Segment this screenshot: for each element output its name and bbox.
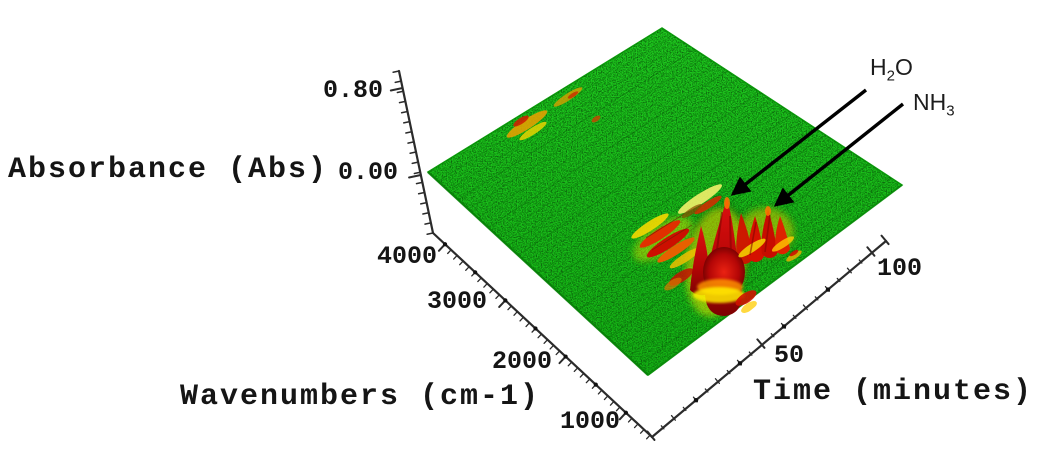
time-axis	[650, 239, 888, 439]
time-tick-100: 100	[877, 254, 923, 283]
absorbance-tick-0-80: 0.80	[322, 76, 383, 105]
h2o-annotation: H2O	[870, 54, 913, 85]
wavenumber-tick-2000: 2000	[491, 347, 552, 376]
wavenumber-tick-4000: 4000	[376, 242, 437, 271]
axes	[389, 69, 890, 441]
wavenumber-tick-1000: 1000	[559, 407, 620, 436]
axis-ticks	[389, 70, 890, 441]
nh3-arrow	[773, 102, 905, 207]
time-axis-title: Time (minutes)	[753, 375, 1034, 409]
far-streaks	[506, 87, 601, 141]
nh3-annotation: NH3	[913, 89, 955, 120]
peak-cluster	[506, 87, 802, 317]
annotation-arrows	[730, 88, 905, 207]
h2o-arrow	[730, 88, 868, 196]
wavenumber-tick-3000: 3000	[426, 287, 487, 316]
bottom-blob	[693, 247, 757, 313]
right-ridge-cluster	[738, 206, 802, 262]
wavenumber-axis-title: Wavenumbers (cm-1)	[180, 380, 541, 414]
absorbance-axis-title: Absorbance (Abs)	[8, 153, 329, 187]
upper-yellow-ridge	[678, 184, 722, 219]
time-tick-50: 50	[774, 341, 805, 370]
surface	[426, 27, 904, 376]
absorbance-tick-0-00: 0.00	[337, 158, 398, 187]
left-ridge-cluster	[631, 213, 701, 291]
